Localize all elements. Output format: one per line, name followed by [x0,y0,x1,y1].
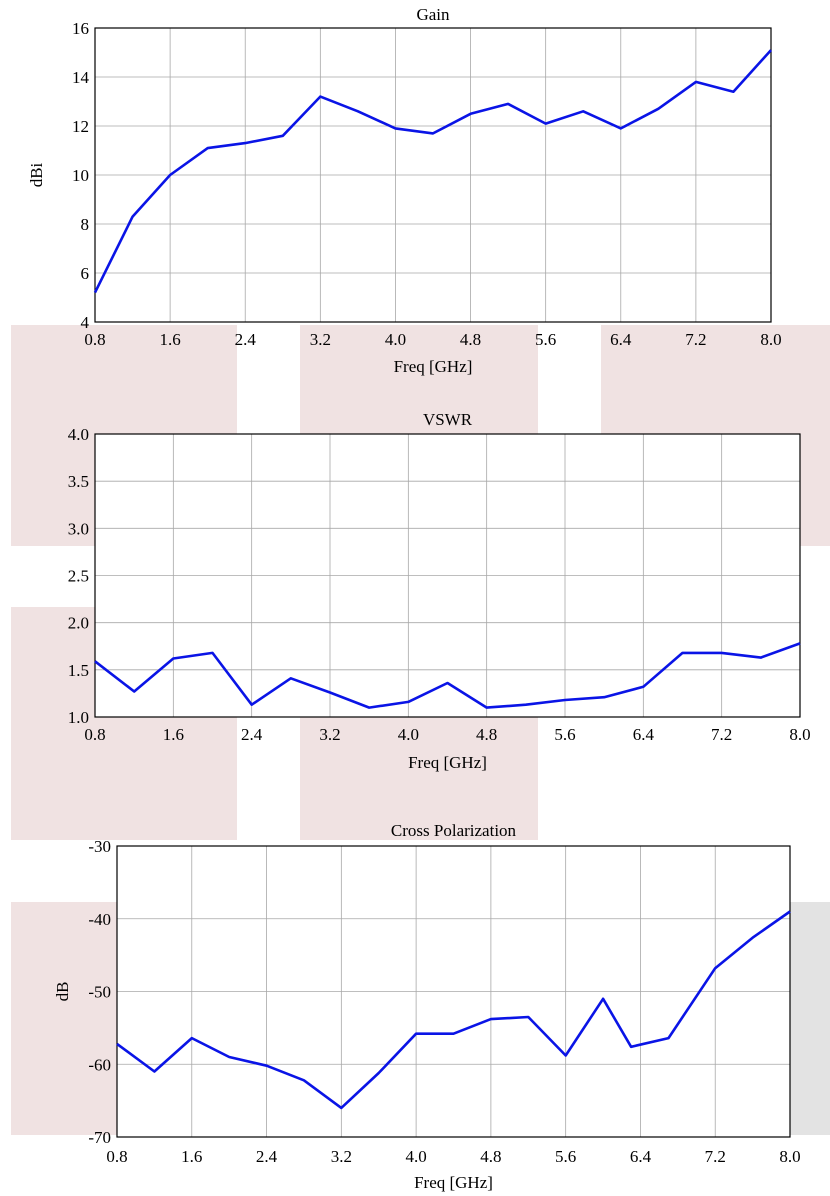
y-tick-label: -40 [88,910,111,929]
x-tick-label: 4.8 [476,725,497,744]
vswr-chart: 0.8 1.6 2.4 3.2 4.0 4.8 5.6 6.4 7.2 8.0 1.0 1.5 2.0 2… [68,410,811,772]
y-tick-label: 3.0 [68,519,89,538]
y-tick-label: 6 [81,264,90,283]
x-tick-label: 1.6 [159,330,180,349]
y-tick-label: -30 [88,837,111,856]
y-tick-label: 10 [72,166,89,185]
x-tick-label: 1.6 [181,1147,202,1166]
y-tick-label: 2.0 [68,614,89,633]
x-tick-label: 5.6 [555,1147,576,1166]
plot-frame [116,845,791,1138]
x-tick-label: 4.8 [460,330,481,349]
y-tick-label: 3.5 [68,472,89,491]
y-tick-label: 14 [72,68,90,87]
x-tick-label: 4.0 [398,725,419,744]
x-tick-label: 0.8 [84,330,105,349]
x-tick-label: 0.8 [84,725,105,744]
y-tick-label: 4.0 [68,425,89,444]
x-tick-label: 3.2 [319,725,340,744]
x-axis-label: Freq [GHz] [414,1173,493,1192]
x-tick-label: 7.2 [685,330,706,349]
y-axis-label: dBi [27,162,46,187]
y-tick-label: 12 [72,117,89,136]
y-tick-label: -70 [88,1128,111,1147]
x-tick-label: 8.0 [789,725,810,744]
y-tick-label: -60 [88,1055,111,1074]
y-tick-label: 4 [81,313,90,332]
x-tick-label: 0.8 [106,1147,127,1166]
series-line [94,642,801,709]
x-tick-label: 8.0 [760,330,781,349]
x-tick-label: 3.2 [310,330,331,349]
x-tick-label: 8.0 [779,1147,800,1166]
x-tick-label: 3.2 [331,1147,352,1166]
x-tick-label: 2.4 [235,330,257,349]
y-tick-label: 1.0 [68,708,89,727]
x-tick-label: 5.6 [535,330,556,349]
x-tick-label: 7.2 [705,1147,726,1166]
x-tick-label: 1.6 [163,725,184,744]
plot-frame [94,433,801,718]
x-tick-label: 4.0 [385,330,406,349]
y-axis-label: dB [53,982,72,1002]
x-tick-label: 4.0 [405,1147,426,1166]
y-tick-label: 1.5 [68,661,89,680]
y-tick-label: 8 [81,215,90,234]
x-tick-label: 4.8 [480,1147,501,1166]
x-tick-label: 6.4 [610,330,632,349]
gain-chart: 0.8 1.6 2.4 3.2 4.0 4.8 5.6 6.4 7.2 8.0 4 6 8 10 12 14 1… [27,5,782,376]
x-tick-label: 6.4 [630,1147,652,1166]
x-tick-label: 6.4 [633,725,655,744]
y-tick-label: 16 [72,19,89,38]
chart-title: Gain [416,5,450,24]
plot-frame [94,27,772,323]
x-tick-label: 7.2 [711,725,732,744]
cross-polarization-chart: 0.8 1.6 2.4 3.2 4.0 4.8 5.6 6.4 7.2 8.0 -70 -60 -50 -… [53,821,801,1192]
chart-title: VSWR [423,410,473,429]
x-axis-label: Freq [GHz] [394,357,473,376]
chart-title: Cross Polarization [391,821,517,840]
x-axis-label: Freq [GHz] [408,753,487,772]
series-line [93,49,772,294]
x-tick-label: 2.4 [256,1147,278,1166]
x-tick-label: 2.4 [241,725,263,744]
y-tick-label: -50 [88,983,111,1002]
x-tick-label: 5.6 [554,725,575,744]
y-tick-label: 2.5 [68,567,89,586]
